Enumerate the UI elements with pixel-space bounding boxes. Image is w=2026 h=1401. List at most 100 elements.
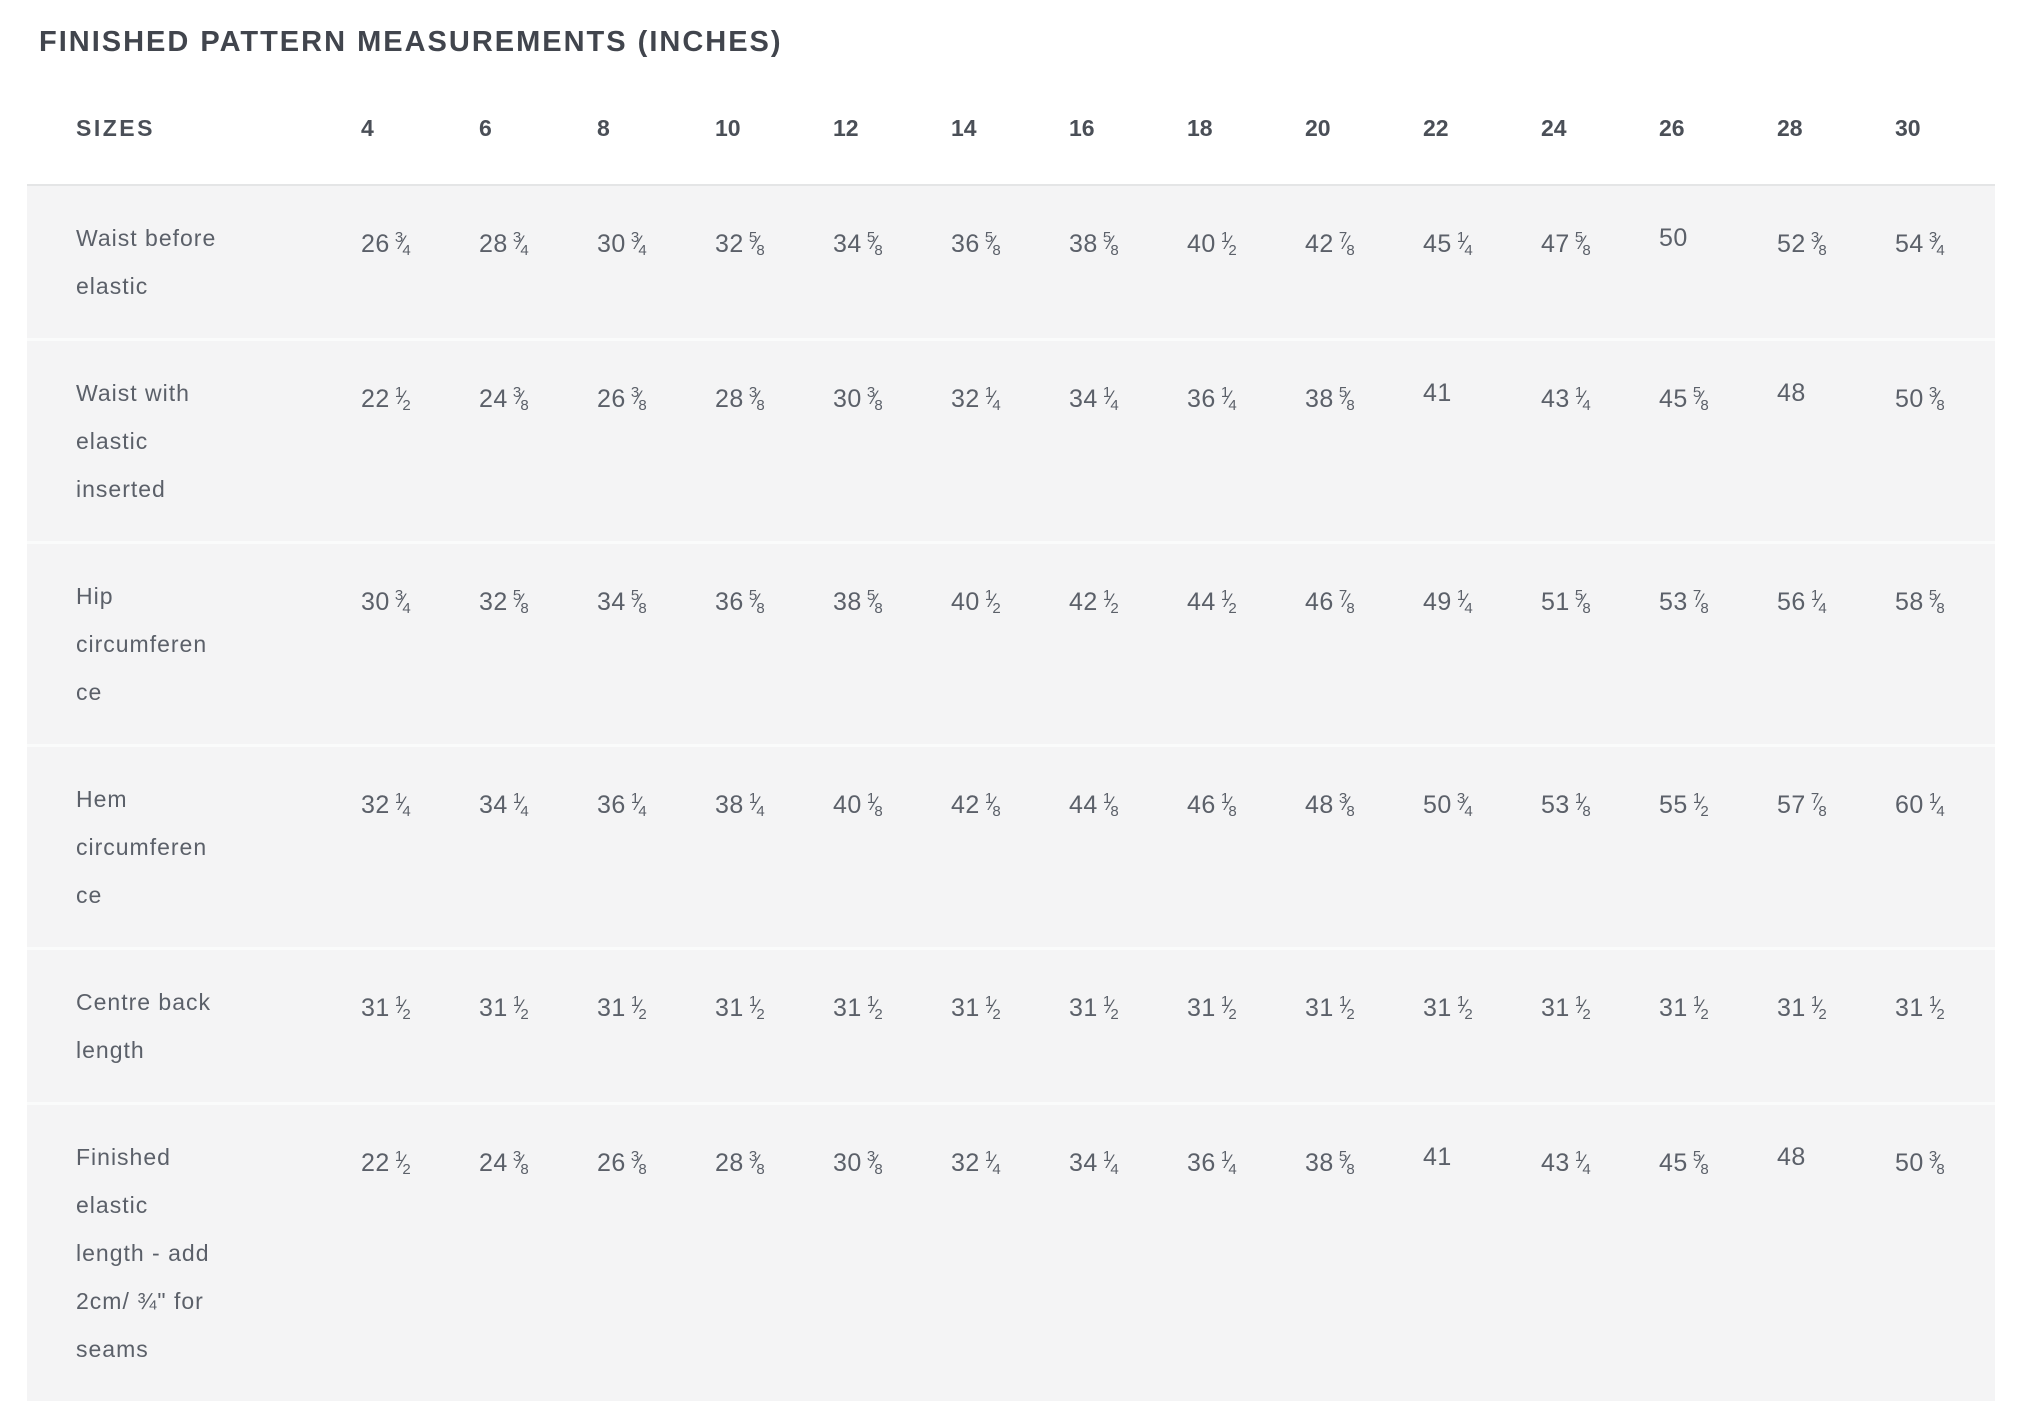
measurement-fraction: 3⁄8: [749, 1149, 765, 1177]
measurement-fraction: 5⁄8: [1339, 385, 1355, 413]
measurement-label: Hem circumference: [76, 775, 218, 919]
measurement-fraction: 7⁄8: [1339, 588, 1355, 616]
measurement-whole: 50: [1659, 224, 1688, 252]
measurement-whole: 34: [833, 230, 862, 258]
measurement-label-cell: Centre back length: [27, 949, 343, 1104]
measurement-fraction: 1⁄4: [1103, 1149, 1119, 1177]
measurement-fraction: 3⁄4: [395, 230, 411, 258]
measurement-fraction: 1⁄8: [1575, 791, 1591, 819]
measurement-whole: 54: [1895, 230, 1924, 258]
measurement-fraction: 1⁄2: [1221, 588, 1237, 616]
measurement-whole: 34: [1069, 385, 1098, 413]
measurement-whole: 26: [361, 230, 390, 258]
measurement-fraction: 5⁄8: [1103, 230, 1119, 258]
size-header-cell: 30: [1877, 115, 1995, 185]
measurement-whole: 38: [715, 791, 744, 819]
measurement-whole: 31: [715, 994, 744, 1022]
measurement-fraction: 1⁄2: [1221, 994, 1237, 1022]
measurement-whole: 53: [1541, 791, 1570, 819]
measurement-whole: 31: [1069, 994, 1098, 1022]
measurement-value-cell: 32 1⁄4: [933, 340, 1051, 543]
measurement-whole: 22: [361, 385, 390, 413]
size-header-cell: 6: [461, 115, 579, 185]
measurement-whole: 32: [951, 385, 980, 413]
measurement-fraction: 3⁄4: [513, 230, 529, 258]
measurement-whole: 28: [479, 230, 508, 258]
measurement-whole: 38: [1305, 385, 1334, 413]
measurement-label: Waist with elastic inserted: [76, 369, 218, 513]
measurement-whole: 41: [1423, 379, 1452, 407]
measurement-fraction: 3⁄4: [1457, 791, 1473, 819]
measurement-fraction: 3⁄8: [513, 1149, 529, 1177]
measurement-label: Centre back length: [76, 978, 218, 1074]
size-header-cell: 22: [1405, 115, 1523, 185]
measurement-label-cell: Waist before elastic: [27, 185, 343, 340]
measurement-whole: 31: [1541, 994, 1570, 1022]
measurement-whole: 38: [1305, 1149, 1334, 1177]
measurement-fraction: 1⁄2: [1457, 994, 1473, 1022]
measurement-fraction: 1⁄2: [1693, 791, 1709, 819]
measurement-fraction: 5⁄8: [749, 230, 765, 258]
measurement-fraction: 1⁄2: [513, 994, 529, 1022]
measurement-fraction: 3⁄8: [631, 1149, 647, 1177]
measurement-whole: 41: [1423, 1143, 1452, 1171]
measurement-fraction: 1⁄4: [1221, 1149, 1237, 1177]
measurement-fraction: 1⁄4: [985, 385, 1001, 413]
measurement-whole: 49: [1423, 588, 1452, 616]
measurement-whole: 40: [951, 588, 980, 616]
measurement-fraction: 1⁄2: [1693, 994, 1709, 1022]
measurement-label: Finished elastic length - add 2cm/ ¾" fo…: [76, 1133, 218, 1373]
measurement-whole: 34: [479, 791, 508, 819]
measurement-label: Hip circumference: [76, 572, 218, 716]
measurement-whole: 36: [1187, 385, 1216, 413]
size-header-cell: 28: [1759, 115, 1877, 185]
measurement-whole: 24: [479, 385, 508, 413]
measurement-value-cell: 50: [1641, 185, 1759, 340]
measurement-fraction: 1⁄2: [1339, 994, 1355, 1022]
measurement-fraction: 5⁄8: [1693, 1149, 1709, 1177]
measurement-whole: 48: [1305, 791, 1334, 819]
measurement-whole: 45: [1659, 1149, 1688, 1177]
measurement-fraction: 1⁄2: [1103, 588, 1119, 616]
measurement-fraction: 1⁄4: [513, 791, 529, 819]
measurement-whole: 42: [951, 791, 980, 819]
size-header-cell: 24: [1523, 115, 1641, 185]
measurement-whole: 56: [1777, 588, 1806, 616]
measurement-fraction: 1⁄2: [985, 588, 1001, 616]
size-header-cell: 8: [579, 115, 697, 185]
measurement-fraction: 3⁄8: [867, 1149, 883, 1177]
measurement-whole: 51: [1541, 588, 1570, 616]
measurement-value-cell: 41: [1405, 1104, 1523, 1401]
